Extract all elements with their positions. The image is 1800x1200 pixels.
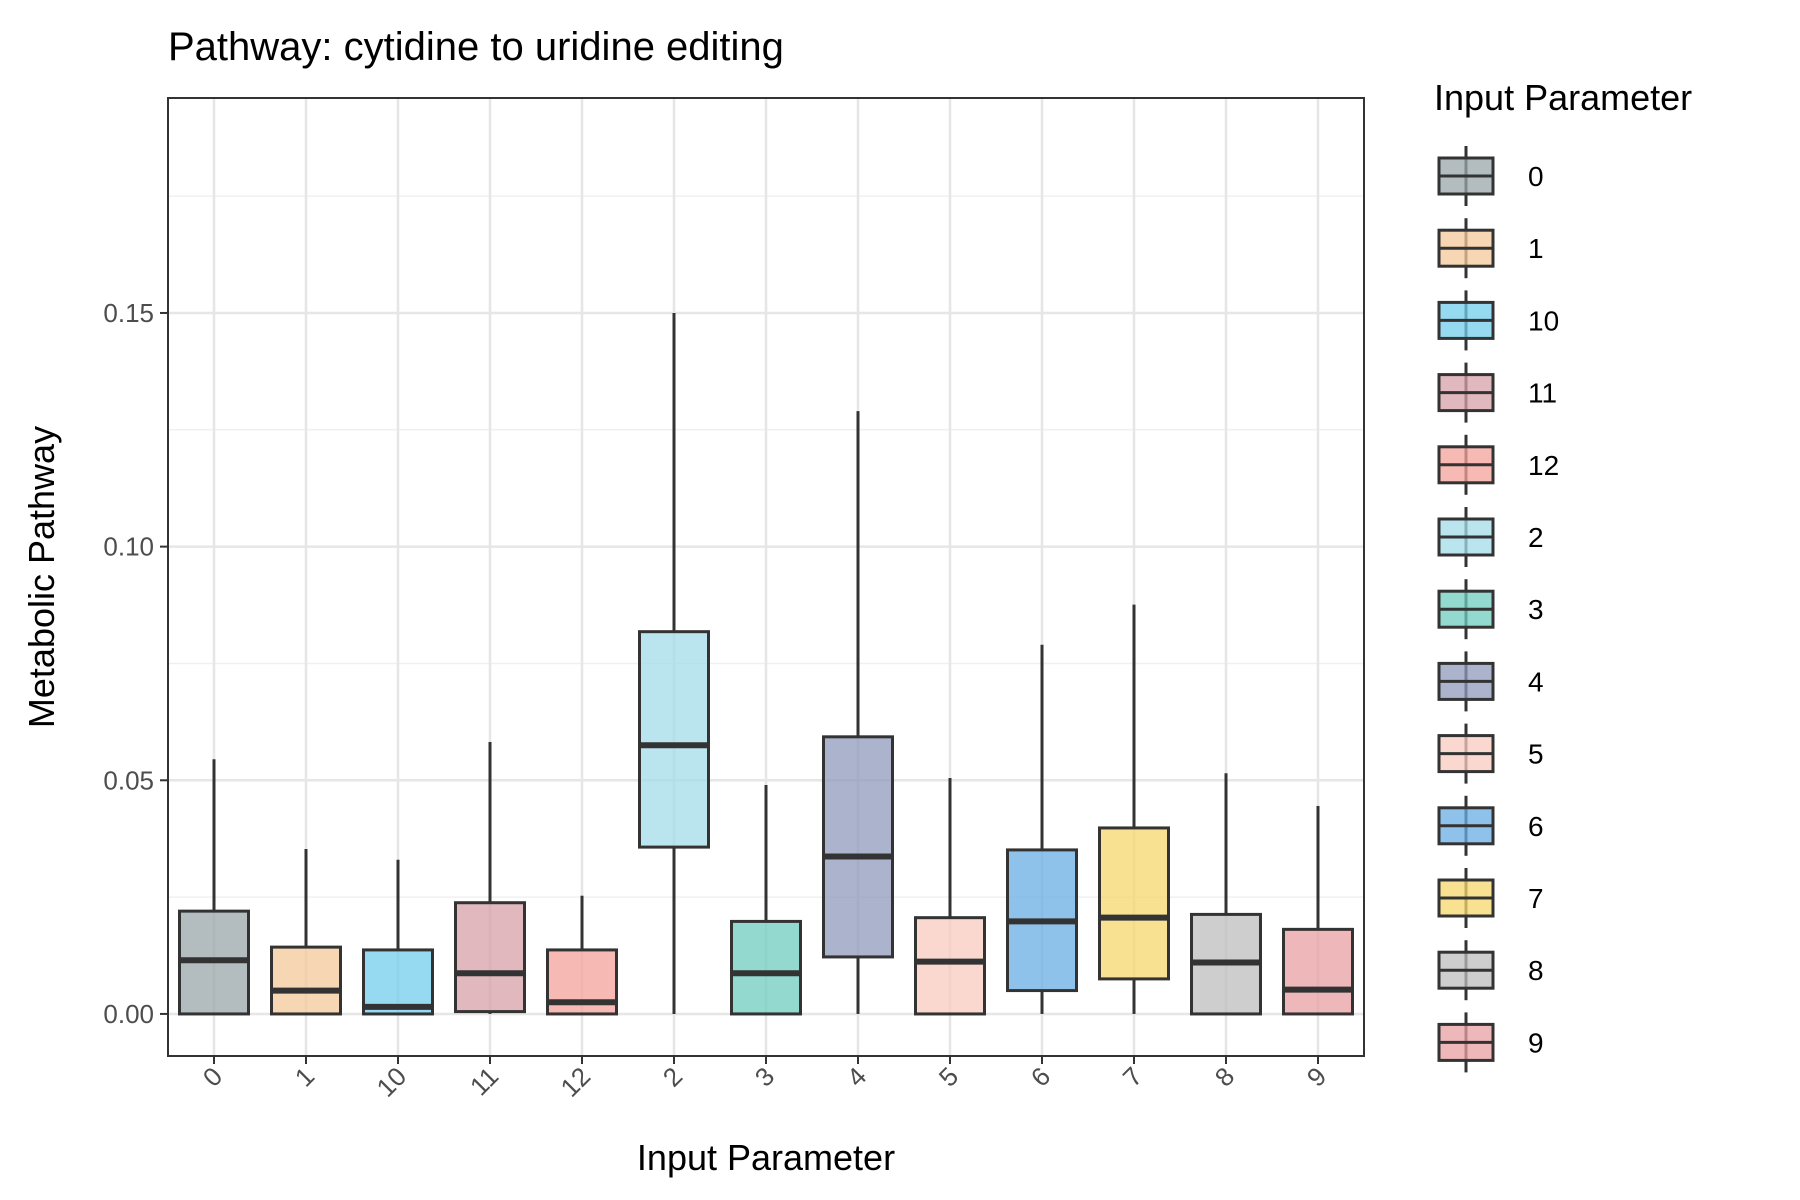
y-axis-title: Metabolic Pathway	[21, 426, 62, 728]
legend-label: 7	[1528, 883, 1544, 914]
box-body	[1098, 826, 1170, 981]
box-1	[270, 848, 342, 1016]
x-tick-label: 7	[1117, 1061, 1148, 1092]
legend-item-9: 9	[1437, 1012, 1544, 1073]
legend-title: Input Parameter	[1434, 77, 1692, 118]
box-6	[1006, 644, 1078, 1014]
x-tick-label: 5	[933, 1061, 964, 1092]
x-tick-label: 9	[1301, 1061, 1332, 1092]
legend-label: 10	[1528, 305, 1559, 336]
legend-item-5: 5	[1437, 723, 1544, 784]
y-tick-label: 0.10	[103, 532, 154, 562]
x-tick-label: 6	[1025, 1061, 1056, 1092]
legend-item-10: 10	[1437, 290, 1559, 351]
legend-label: 1	[1528, 233, 1544, 264]
x-tick-label: 1	[289, 1061, 320, 1092]
box-12	[546, 895, 618, 1016]
x-tick-label: 12	[555, 1061, 597, 1103]
legend-label: 6	[1528, 811, 1544, 842]
y-tick-label: 0.05	[103, 765, 154, 795]
box-body	[638, 630, 710, 849]
legend: Input Parameter 0 1 10 11 12 2 3 4 5 6 7 8 9	[1434, 77, 1692, 1073]
box-body	[730, 919, 802, 1016]
box-body	[454, 901, 526, 1014]
legend-item-4: 4	[1437, 651, 1544, 712]
x-tick-label: 4	[841, 1061, 872, 1092]
box-8	[1190, 773, 1262, 1016]
y-tick-label: 0.00	[103, 999, 154, 1029]
legend-item-2: 2	[1437, 507, 1544, 567]
x-tick-label: 8	[1209, 1061, 1240, 1092]
box-4	[822, 411, 894, 1014]
legend-label: 5	[1528, 739, 1544, 770]
legend-label: 4	[1528, 666, 1544, 697]
legend-item-0: 0	[1437, 146, 1544, 206]
legend-label: 9	[1528, 1027, 1544, 1058]
box-body	[362, 948, 434, 1016]
box-5	[914, 777, 986, 1016]
legend-item-3: 3	[1437, 579, 1544, 640]
box-2	[638, 312, 710, 1014]
x-tick-label: 10	[371, 1061, 413, 1103]
box-10	[362, 859, 434, 1016]
chart-title: Pathway: cytidine to uridine editing	[168, 25, 784, 69]
legend-item-8: 8	[1437, 940, 1544, 1001]
x-tick-label: 3	[749, 1061, 780, 1092]
x-axis-title: Input Parameter	[637, 1137, 895, 1178]
box-3	[730, 784, 802, 1016]
box-0	[178, 759, 250, 1016]
x-tick-label: 11	[464, 1061, 504, 1101]
legend-label: 2	[1528, 522, 1544, 553]
legend-label: 0	[1528, 161, 1544, 192]
x-tick-label: 0	[197, 1061, 228, 1092]
box-body	[914, 916, 986, 1016]
box-body	[1282, 927, 1354, 1016]
legend-item-12: 12	[1437, 434, 1559, 495]
legend-label: 11	[1528, 378, 1557, 409]
box-7	[1098, 604, 1170, 1014]
box-body	[822, 735, 894, 959]
legend-item-7: 7	[1437, 868, 1544, 928]
y-tick-label: 0.15	[103, 298, 154, 328]
legend-item-11: 11	[1437, 362, 1557, 423]
box-11	[454, 741, 526, 1014]
x-tick-label: 2	[657, 1061, 688, 1092]
legend-label: 8	[1528, 955, 1544, 986]
box-body	[270, 945, 342, 1016]
legend-item-6: 6	[1437, 795, 1544, 856]
legend-item-1: 1	[1437, 218, 1544, 279]
plot-panel: 0.00 0.05 0.10 0.15 0 1 10 11 12 2 3 4 5 6 7 8 9	[103, 97, 1365, 1103]
box-9	[1282, 805, 1354, 1016]
legend-label: 3	[1528, 594, 1544, 625]
legend-label: 12	[1528, 450, 1559, 481]
